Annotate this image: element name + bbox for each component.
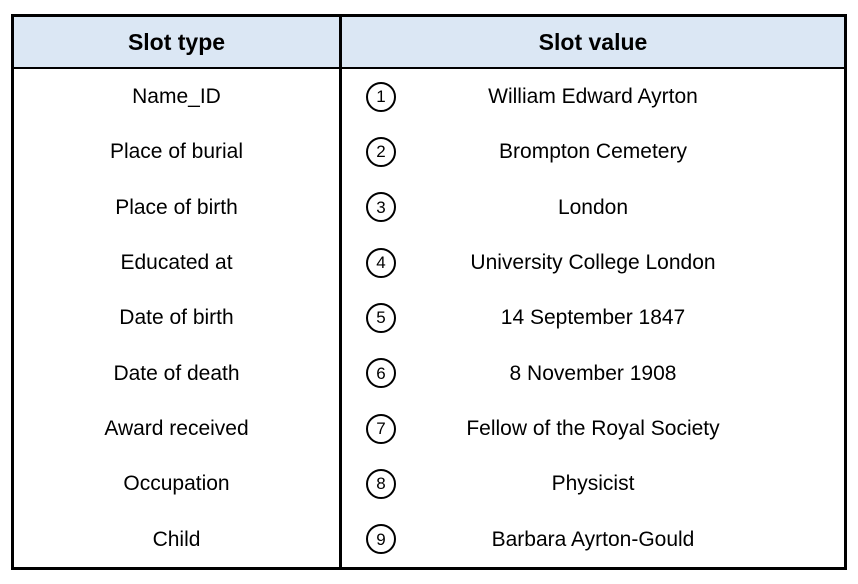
- slot-type-label: Date of death: [113, 361, 240, 385]
- slot-type-label: Name_ID: [132, 85, 221, 109]
- slot-value-label: William Edward Ayrton: [488, 85, 698, 109]
- circled-number-icon: 2: [366, 136, 396, 167]
- slot-type-label: Date of birth: [119, 306, 234, 330]
- slot-value-label: Brompton Cemetery: [499, 140, 687, 164]
- slot-value-label: London: [557, 195, 629, 219]
- table-row-type-cell: Date of death: [14, 345, 342, 401]
- circled-number-icon: 8: [366, 468, 396, 499]
- slot-type-label: Place of birth: [115, 195, 238, 219]
- slot-value-label: Fellow of the Royal Society: [466, 417, 720, 441]
- slot-type-label: Award received: [104, 417, 249, 441]
- column-header-slot-type: Slot type: [14, 17, 342, 69]
- circled-number-icon: 6: [366, 358, 396, 389]
- circled-number-icon: 3: [366, 192, 396, 223]
- table-row-value-cell: 1 William Edward Ayrton: [342, 69, 844, 124]
- slot-value-label: Physicist: [551, 472, 635, 496]
- table-row-type-cell: Place of birth: [14, 179, 342, 235]
- slot-table: Slot type Slot value Name_ID 1 William E…: [11, 14, 847, 570]
- table-row-value-cell: 6 8 November 1908: [342, 346, 844, 401]
- slot-type-label: Occupation: [123, 472, 230, 496]
- table-row-type-cell: Name_ID: [14, 69, 342, 125]
- table-row-type-cell: Award received: [14, 400, 342, 457]
- slot-type-label: Place of burial: [109, 140, 244, 164]
- table-row-value-cell: 7 Fellow of the Royal Society: [342, 401, 844, 456]
- table-row-value-cell: 8 Physicist: [342, 456, 844, 511]
- slot-value-label: Barbara Ayrton-Gould: [491, 527, 695, 551]
- table-row-value-cell: 4 University College London: [342, 235, 844, 290]
- slot-value-label: 14 September 1847: [500, 306, 686, 330]
- circled-number-icon: 7: [366, 413, 396, 444]
- table-row-value-cell: 3 London: [342, 180, 844, 235]
- table-row-type-cell: Place of burial: [14, 124, 342, 180]
- column-header-slot-type-label: Slot type: [127, 28, 226, 55]
- table-row-type-cell: Occupation: [14, 456, 342, 512]
- slot-value-label: University College London: [470, 251, 716, 275]
- table-row-type-cell: Educated at: [14, 234, 342, 291]
- circled-number-icon: 5: [366, 302, 396, 333]
- column-header-slot-value-label: Slot value: [538, 28, 648, 55]
- slot-value-label: 8 November 1908: [509, 361, 677, 385]
- table-row-type-cell: Child: [14, 511, 342, 567]
- slot-type-label: Child: [152, 527, 201, 551]
- circled-number-icon: 4: [366, 247, 396, 278]
- column-header-slot-value: Slot value: [342, 17, 844, 69]
- slot-type-label: Educated at: [120, 251, 233, 275]
- table-row-value-cell: 2 Brompton Cemetery: [342, 124, 844, 179]
- table-row-value-cell: 5 14 September 1847: [342, 290, 844, 345]
- circled-number-icon: 9: [366, 524, 396, 555]
- circled-number-icon: 1: [366, 81, 396, 112]
- table-row-type-cell: Date of birth: [14, 290, 342, 346]
- table-row-value-cell: 9 Barbara Ayrton-Gould: [342, 512, 844, 567]
